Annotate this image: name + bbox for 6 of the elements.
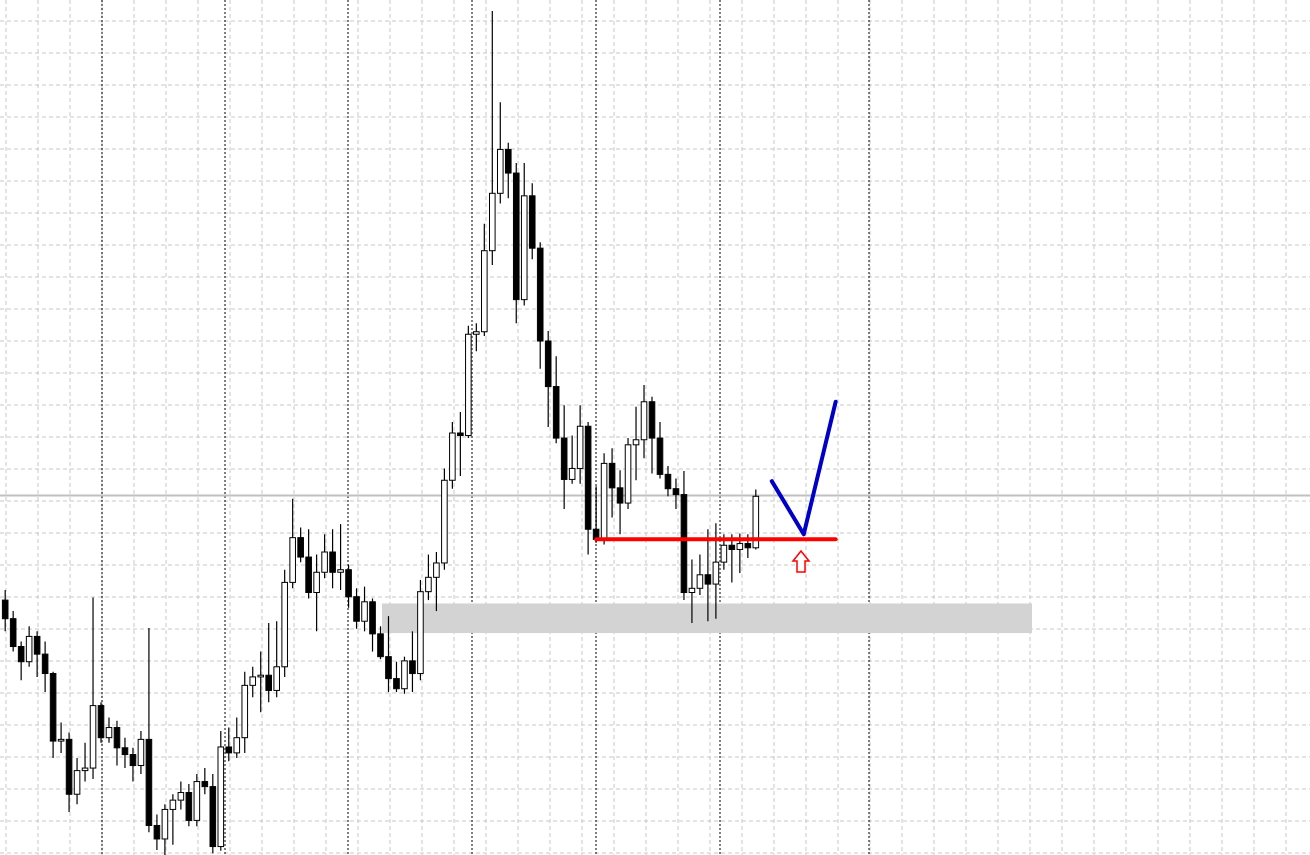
candlestick <box>105 716 113 744</box>
candlestick <box>632 406 640 481</box>
candlestick <box>664 465 672 497</box>
candlestick <box>121 737 129 769</box>
candlestick <box>113 720 121 767</box>
candlestick <box>672 477 680 510</box>
